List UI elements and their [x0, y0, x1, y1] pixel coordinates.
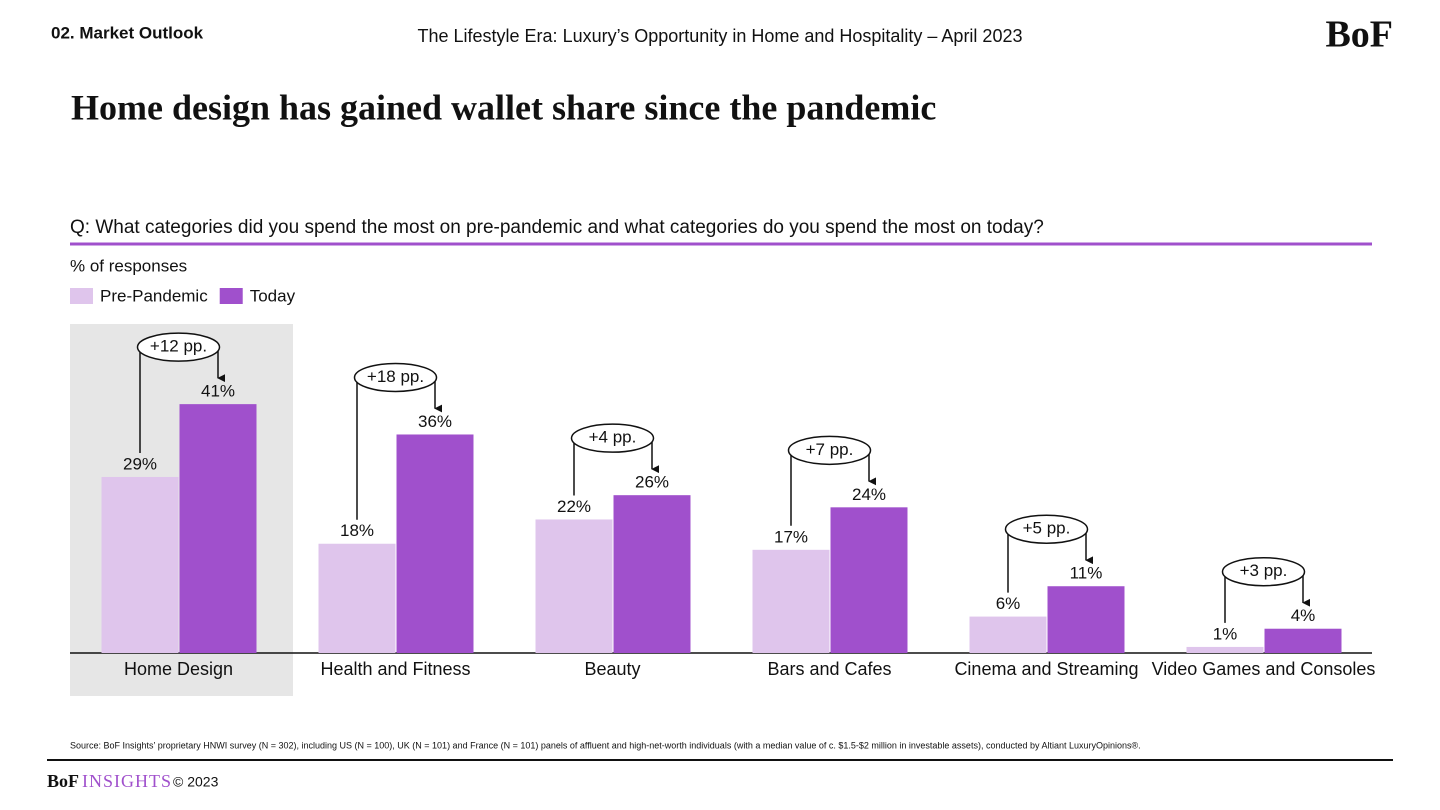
callout-bubble [136, 332, 221, 362]
value-label: 24% [852, 485, 886, 504]
bar [396, 434, 474, 653]
value-label: 18% [340, 521, 374, 540]
footer-product: INSIGHTS [82, 771, 172, 791]
value-label: 17% [774, 527, 808, 546]
footer-brand: BoF [47, 771, 79, 791]
value-label: 36% [418, 412, 452, 431]
value-label: 11% [1070, 564, 1103, 583]
bar [1264, 628, 1342, 653]
bar [1186, 646, 1264, 653]
bar [830, 507, 908, 653]
legend-swatch [219, 288, 243, 304]
callout-bubble [1221, 556, 1306, 587]
bar [101, 476, 179, 653]
value-label: 22% [557, 497, 591, 516]
callout-bubble [570, 423, 655, 453]
bar [535, 519, 613, 653]
question: Q: What categories did you spend the mos… [70, 217, 1044, 238]
change-label: +3 pp. [1240, 561, 1288, 580]
bar [318, 543, 396, 653]
report-title: The Lifestyle Era: Luxury’s Opportunity … [418, 26, 1023, 46]
x-tick-label: Video Games and Consoles [1152, 659, 1376, 679]
logo: BoF [1325, 14, 1393, 56]
change-callout: +18 pp. [353, 362, 443, 520]
change-callout: +3 pp. [1221, 556, 1311, 623]
callout-bubble [353, 362, 438, 393]
bar [179, 404, 257, 653]
x-tick-label: Beauty [584, 659, 640, 679]
bar [752, 549, 830, 653]
x-tick-label: Bars and Cafes [767, 659, 891, 679]
chart-title: Home design has gained wallet share sinc… [71, 87, 936, 127]
callout-bubble [1004, 514, 1089, 544]
legend-label: Today [250, 286, 296, 305]
legend-label: Pre-Pandemic [100, 286, 208, 305]
change-label: +4 pp. [589, 428, 637, 447]
value-label: 41% [201, 382, 235, 401]
change-label: +12 pp. [150, 337, 207, 356]
change-callout: +12 pp. [136, 332, 226, 453]
x-tick-label: Cinema and Streaming [954, 659, 1138, 679]
section-label: 02. Market Outlook [51, 23, 204, 42]
value-label: 1% [1213, 624, 1238, 643]
change-callout: +4 pp. [570, 423, 660, 496]
source-note: Source: BoF Insights’ proprietary HNWI s… [70, 740, 1141, 750]
copyright: © 2023 [173, 774, 219, 790]
bar [1047, 586, 1125, 653]
change-callout: +7 pp. [787, 435, 877, 526]
legend-swatch [70, 288, 93, 304]
bar [969, 616, 1047, 653]
change-callout: +5 pp. [1004, 514, 1094, 593]
x-tick-label: Home Design [124, 659, 233, 679]
value-label: 26% [635, 473, 669, 492]
change-label: +7 pp. [806, 440, 854, 459]
subtitle: % of responses [70, 256, 187, 275]
x-tick-label: Health and Fitness [320, 659, 470, 679]
change-label: +18 pp. [367, 367, 424, 386]
callout-bubble [787, 435, 872, 466]
value-label: 6% [996, 594, 1021, 613]
change-label: +5 pp. [1023, 519, 1071, 538]
value-label: 4% [1291, 606, 1316, 625]
bar [613, 495, 691, 653]
value-label: 29% [123, 454, 157, 473]
